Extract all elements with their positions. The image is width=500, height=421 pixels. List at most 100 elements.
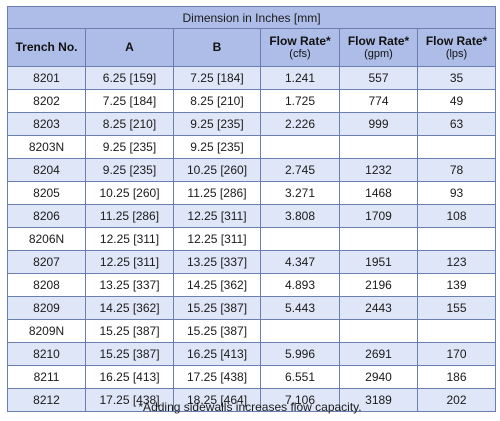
table-row: 8206 11.25 [286] 12.25 [311] 3.808 1709 108 [7,204,497,228]
b-dimension-cell: 7.25 [184] [173,66,261,90]
column-header-unit: (lps) [445,47,468,60]
a-dimension-cell: 6.25 [159] [85,66,174,90]
flow-rate-lps-cell: 63 [416,112,497,136]
column-header-label: Flow Rate* [347,33,410,48]
table-row: 8208 13.25 [337] 14.25 [362] 4.893 2196 139 [7,273,497,297]
flow-rate-lps-cell: 170 [416,342,497,366]
flow-rate-cfs-cell [260,319,340,343]
trench-no-cell: 8206 [7,204,86,228]
a-dimension-cell: 8.25 [210] [85,112,174,136]
trench-no-header: Trench No. [7,28,86,67]
table-row: 8209N 15.25 [387] 15.25 [387] [7,319,497,343]
flow-rate-lps-cell: 35 [416,66,497,90]
table-row: 8201 6.25 [159] 7.25 [184] 1.241 557 35 [7,66,497,90]
column-header-unit: (cfs) [289,47,311,60]
column-header-unit: (gpm) [364,47,393,60]
a-dimension-cell: 16.25 [413] [85,365,174,389]
flow-rate-lps-cell: 139 [416,273,497,297]
column-header-label: Flow Rate* [425,33,488,48]
b-dimension-cell: 17.25 [438] [173,365,261,389]
flow-rate-cfs-cell: 6.551 [260,365,340,389]
table-row: 8209 14.25 [362] 15.25 [387] 5.443 2443 155 [7,296,497,320]
trench-no-cell: 8204 [7,158,86,182]
flow-rate-cfs-cell: 1.725 [260,89,340,113]
flow-rate-lps-cell: 78 [416,158,497,182]
table-body: 8201 6.25 [159] 7.25 [184] 1.241 557 35 8202 7.… [7,66,497,412]
table-row: 8212 17.25 [438] 18.25 [464] 7.106 3189 202 [7,388,497,412]
trench-dimension-table-wrapper: Dimension in Inches [mm] Trench No. A B Flo… [6,6,497,412]
flow-rate-cfs-cell [260,135,340,159]
table-caption: Dimension in Inches [mm] [6,6,497,29]
table-row: 8206N 12.25 [311] 12.25 [311] [7,227,497,251]
b-dimension-cell: 15.25 [387] [173,296,261,320]
flow-rate-gpm-cell: 3189 [339,388,418,412]
flow-rate-gpm-header: Flow Rate* (gpm) [339,28,418,67]
b-dimension-cell: 15.25 [387] [173,319,261,343]
trench-no-cell: 8211 [7,365,86,389]
flow-rate-cfs-cell: 4.893 [260,273,340,297]
flow-rate-lps-cell: 186 [416,365,497,389]
b-dimension-cell: 10.25 [260] [173,158,261,182]
flow-rate-gpm-cell: 2691 [339,342,418,366]
flow-rate-cfs-cell: 3.808 [260,204,340,228]
flow-rate-lps-header: Flow Rate* (lps) [416,28,497,67]
flow-rate-cfs-cell: 5.996 [260,342,340,366]
flow-rate-gpm-cell: 1232 [339,158,418,182]
table-row: 8207 12.25 [311] 13.25 [337] 4.347 1951 123 [7,250,497,274]
flow-rate-lps-cell [416,227,497,251]
table-row: 8203 8.25 [210] 9.25 [235] 2.226 999 63 [7,112,497,136]
b-dimension-cell: 9.25 [235] [173,135,261,159]
table-row: 8210 15.25 [387] 16.25 [413] 5.996 2691 170 [7,342,497,366]
a-dimension-cell: 9.25 [235] [85,158,174,182]
flow-rate-cfs-cell: 4.347 [260,250,340,274]
flow-rate-lps-cell: 123 [416,250,497,274]
trench-no-cell: 8210 [7,342,86,366]
flow-rate-lps-cell: 49 [416,89,497,113]
flow-rate-gpm-cell: 2196 [339,273,418,297]
b-dimension-cell: 8.25 [210] [173,89,261,113]
flow-rate-gpm-cell: 2443 [339,296,418,320]
a-dimension-cell: 15.25 [387] [85,319,174,343]
flow-rate-lps-cell: 93 [416,181,497,205]
trench-no-cell: 8201 [7,66,86,90]
a-dimension-cell: 10.25 [260] [85,181,174,205]
a-dimension-cell: 12.25 [311] [85,250,174,274]
column-header-label: Trench No. [15,40,78,54]
flow-rate-cfs-cell: 5.443 [260,296,340,320]
flow-rate-lps-cell [416,319,497,343]
trench-no-cell: 8207 [7,250,86,274]
trench-no-cell: 8208 [7,273,86,297]
table-row: 8203N 9.25 [235] 9.25 [235] [7,135,497,159]
flow-rate-cfs-cell: 1.241 [260,66,340,90]
flow-rate-gpm-cell [339,319,418,343]
flow-rate-cfs-cell [260,227,340,251]
footnote: *Adding sidewalls increases flow capacit… [138,400,362,414]
column-header-label: A [125,40,134,54]
table-row: 8205 10.25 [260] 11.25 [286] 3.271 1468 93 [7,181,497,205]
trench-no-cell: 8209N [7,319,86,343]
flow-rate-lps-cell: 202 [416,388,497,412]
flow-rate-lps-cell [416,135,497,159]
a-dimension-cell: 9.25 [235] [85,135,174,159]
b-dimension-cell: 12.25 [311] [173,204,261,228]
flow-rate-cfs-cell: 2.745 [260,158,340,182]
flow-rate-gpm-cell: 999 [339,112,418,136]
table-row: 8211 16.25 [413] 17.25 [438] 6.551 2940 186 [7,365,497,389]
flow-rate-gpm-cell [339,135,418,159]
flow-rate-gpm-cell: 2940 [339,365,418,389]
flow-rate-lps-cell: 108 [416,204,497,228]
flow-rate-cfs-cell: 7.106 [260,388,340,412]
column-header-label: Flow Rate* [269,33,331,48]
b-dimension-cell: 9.25 [235] [173,112,261,136]
trench-no-cell: 8209 [7,296,86,320]
flow-rate-gpm-cell [339,227,418,251]
flow-rate-gpm-cell: 1468 [339,181,418,205]
trench-no-cell: 8203N [7,135,86,159]
trench-no-cell: 8206N [7,227,86,251]
b-dimension-cell: 16.25 [413] [173,342,261,366]
flow-rate-cfs-cell: 2.226 [260,112,340,136]
flow-rate-lps-cell: 155 [416,296,497,320]
trench-dimension-table: Dimension in Inches [mm] Trench No. A B Flo… [6,6,497,412]
flow-rate-cfs-header: Flow Rate* (cfs) [260,28,340,67]
trench-no-cell: 8203 [7,112,86,136]
